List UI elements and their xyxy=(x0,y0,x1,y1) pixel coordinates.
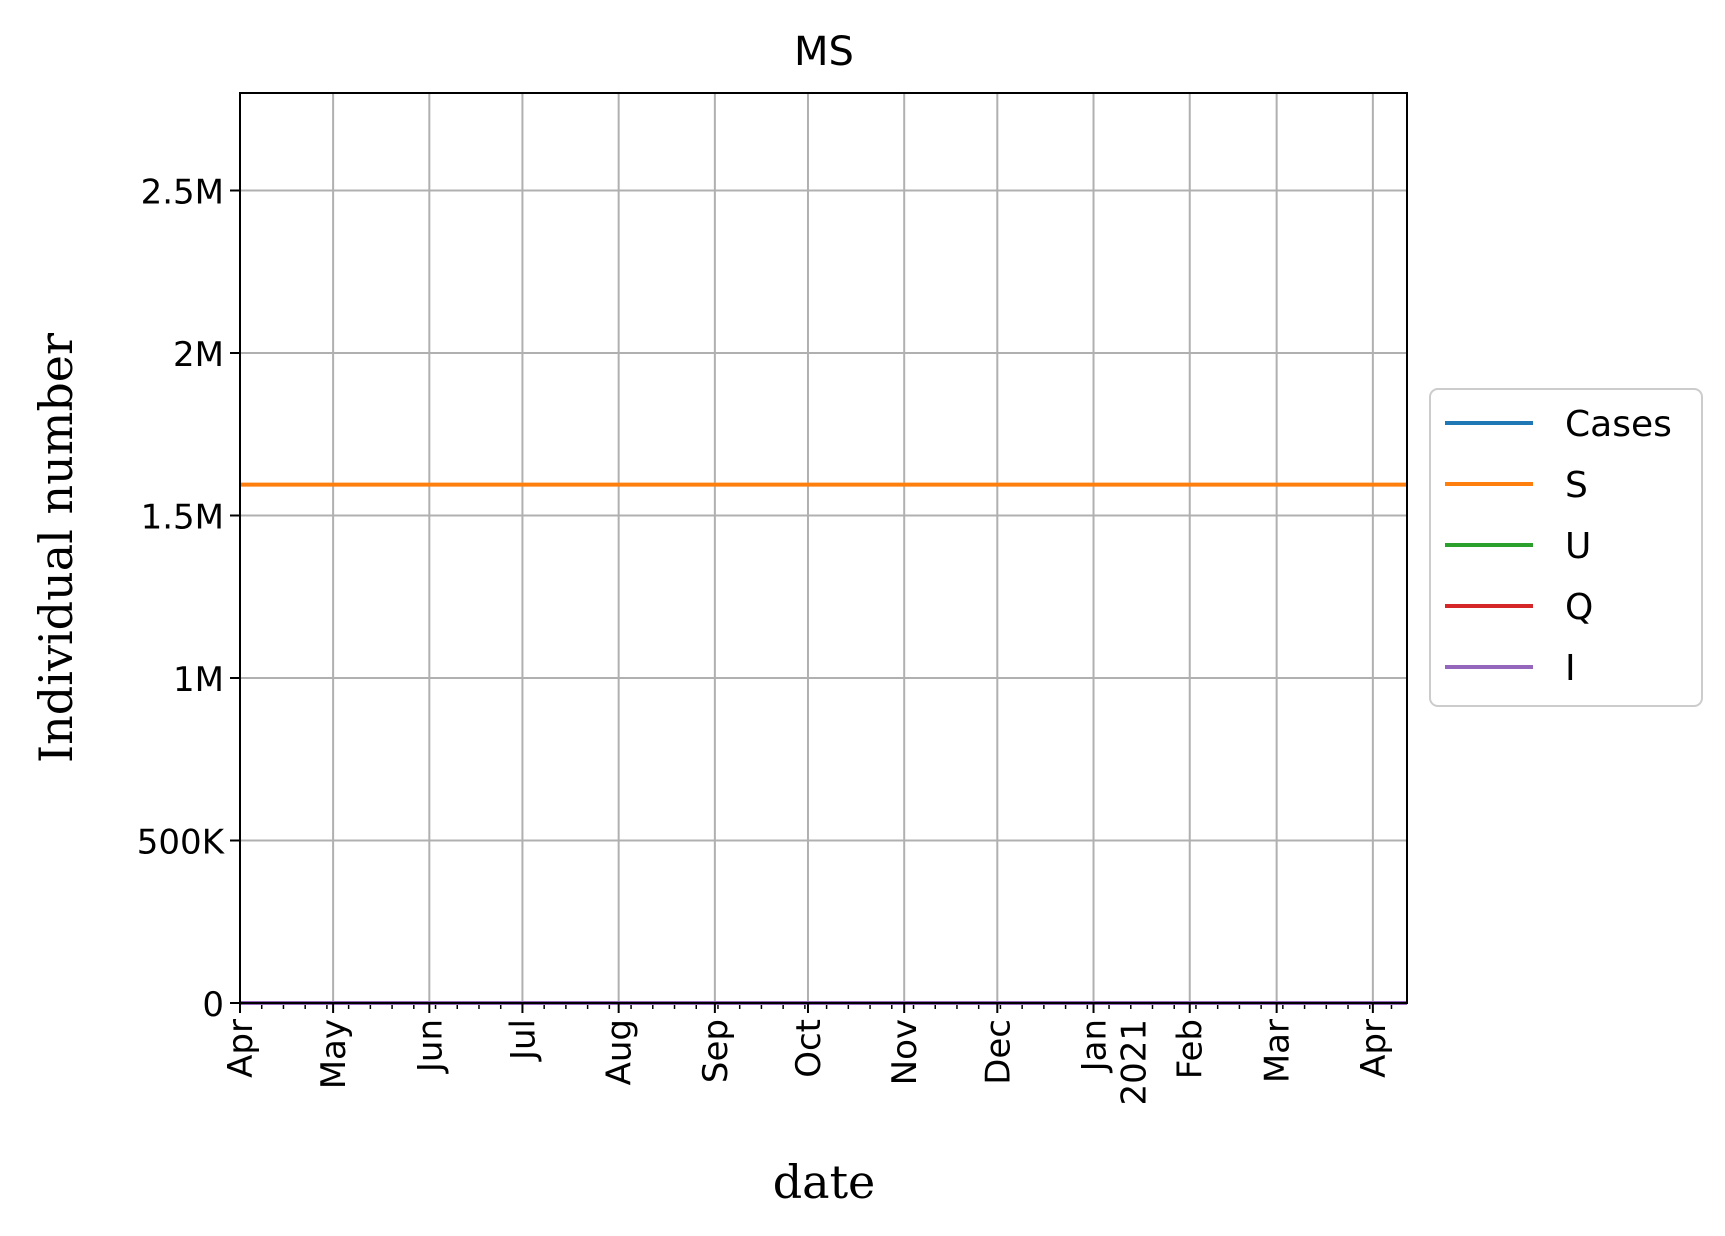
y-tick-label: 2M xyxy=(173,335,224,375)
x-tick-label: May xyxy=(314,1019,354,1089)
legend-label-cases: Cases xyxy=(1565,404,1672,445)
legend-label-i: I xyxy=(1565,648,1576,689)
x-tick-label: Jan2021 xyxy=(1075,1019,1155,1106)
x-axis-label: date xyxy=(773,1155,876,1209)
y-tick-label: 0 xyxy=(202,985,224,1025)
x-tick-label: Mar xyxy=(1258,1019,1298,1083)
x-tick-label: Feb xyxy=(1171,1019,1211,1079)
x-axis-ticks: Apr May Jun Jul Aug Sep Oct Nov Dec Jan2021 Feb Mar… xyxy=(221,1003,1394,1106)
y-tick-label: 1M xyxy=(173,660,224,700)
legend-label-s: S xyxy=(1565,465,1588,506)
x-tick-label: Apr xyxy=(1354,1019,1394,1078)
x-tick-label: Nov xyxy=(885,1019,925,1085)
plot-frame xyxy=(239,92,1408,1004)
x-tick-label: Sep xyxy=(696,1019,736,1083)
y-axis-ticks: 0 500K 1M 1.5M 2M 2.5M xyxy=(137,173,240,1025)
x-tick-label: Aug xyxy=(600,1019,640,1085)
y-tick-label: 2.5M xyxy=(141,173,224,213)
y-tick-label: 500K xyxy=(137,823,226,863)
x-tick-label: Jun xyxy=(410,1019,450,1074)
x-tick-label: Oct xyxy=(789,1019,829,1078)
legend-label-q: Q xyxy=(1565,587,1593,628)
legend-box xyxy=(1429,388,1703,707)
legend-label-u: U xyxy=(1565,526,1591,567)
x-tick-label: Jul xyxy=(503,1019,543,1062)
x-tick-label: Dec xyxy=(978,1019,1018,1085)
chart-title: MS xyxy=(794,29,854,75)
y-tick-label: 1.5M xyxy=(141,498,224,538)
y-axis-label: Individual number xyxy=(29,333,83,763)
grid xyxy=(239,93,1407,1004)
x-tick-label: Apr xyxy=(221,1019,261,1078)
